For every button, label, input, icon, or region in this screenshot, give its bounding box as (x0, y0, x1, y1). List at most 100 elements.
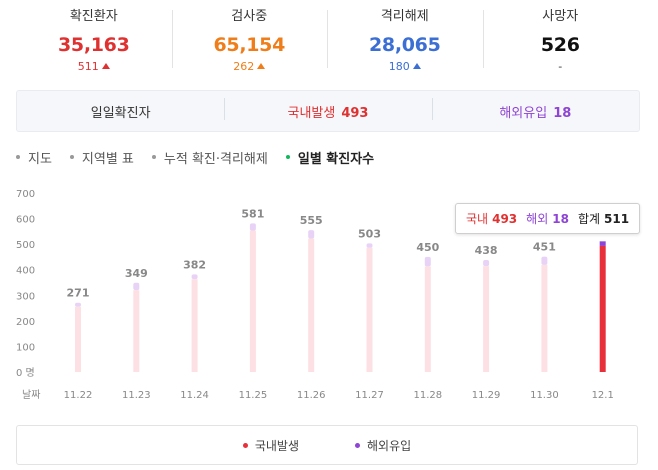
bar-domestic (599, 245, 606, 372)
stat-deaths: 사망자 526 - (482, 0, 639, 80)
tooltip-imported-value: 18 (552, 212, 569, 226)
x-tick-label: 11.26 (297, 390, 326, 401)
bar-domestic (308, 238, 315, 372)
stat-confirmed: 확진환자 35,163 511 (16, 0, 172, 80)
summary-domestic: 국내발생 493 (224, 97, 431, 121)
tab-cumulative[interactable]: 누적 확진·격리해제 (151, 148, 268, 167)
y-tick-label: 300 (16, 291, 35, 302)
bar-value-label: 450 (416, 241, 439, 254)
up-arrow-icon (412, 63, 421, 69)
imported-value: 18 (553, 105, 572, 121)
stat-delta-value: 180 (388, 60, 410, 73)
daily-summary-bar: 일일확진자 국내발생 493 해외유입 18 (16, 90, 640, 132)
stat-released: 격리해제 28,065 180 (327, 0, 483, 80)
bar-domestic (191, 279, 198, 372)
stat-label: 사망자 (542, 9, 579, 24)
bar-value-label: 451 (533, 241, 556, 254)
bar-value-label: 382 (183, 258, 206, 271)
tooltip-domestic-label: 국내 (466, 212, 489, 226)
stat-value: 526 (540, 34, 580, 56)
y-tick-label: 400 (16, 266, 35, 277)
tooltip-imported: 해외 18 (526, 210, 569, 227)
daily-confirmed-chart: 0 명 100 200 300 400 500 600 700 날짜 271 11.22 349 11.… (16, 189, 614, 401)
tab-label: 일별 확진자수 (297, 151, 375, 167)
x-tick-label: 12.1 (592, 390, 614, 401)
bar-domestic (75, 306, 81, 372)
bar-imported (541, 256, 548, 265)
bar-domestic (424, 266, 431, 372)
stat-value: 65,154 (213, 34, 286, 56)
legend-imported[interactable]: 해외유입 (355, 437, 411, 454)
y-tick-label: 500 (16, 240, 35, 251)
summary-imported: 해외유입 18 (431, 97, 639, 121)
up-arrow-icon (101, 63, 110, 69)
stat-delta: 262 (172, 60, 328, 74)
tooltip-domestic-value: 493 (492, 212, 518, 226)
tab-map[interactable]: 지도 (16, 148, 52, 167)
domestic-label: 국내발생 (287, 105, 336, 121)
tab-label: 지도 (28, 151, 52, 167)
bar-imported (366, 243, 373, 248)
stat-delta-value: 511 (77, 60, 99, 73)
stat-value: 28,065 (368, 34, 441, 56)
bar-value-label: 503 (358, 227, 381, 240)
bullet-icon (69, 155, 74, 159)
stat-label: 확진환자 (69, 9, 118, 24)
x-tick-label: 11.23 (122, 390, 151, 401)
bar-imported (308, 230, 315, 239)
daily-label: 일일확진자 (90, 105, 151, 121)
bullet-icon (151, 155, 156, 159)
x-tick-label: 11.25 (239, 390, 268, 401)
x-tick-label: 11.28 (413, 390, 442, 401)
tooltip-total: 합계 511 (578, 210, 629, 227)
bar-value-label: 438 (475, 244, 498, 257)
bar-domestic (483, 266, 490, 372)
stat-delta: 511 (16, 60, 172, 74)
stat-value: 35,163 (57, 34, 130, 56)
bar-domestic (133, 290, 140, 372)
stat-delta-value: - (558, 60, 563, 73)
tab-label: 지역별 표 (81, 151, 134, 167)
bar-domestic (366, 247, 373, 372)
x-axis-title: 날짜 (22, 389, 40, 401)
chart-tabs: 지도 지역별 표 누적 확진·격리해제 일별 확진자수 (16, 148, 392, 167)
bar-domestic (541, 264, 548, 372)
x-tick-label: 11.30 (530, 390, 559, 401)
tooltip-total-label: 합계 (577, 212, 601, 226)
stats-panel: 확진환자 35,163 511 검사중 65,154 262 격리해제 28,0… (16, 0, 638, 80)
tab-daily-confirmed[interactable]: 일별 확진자수 (285, 148, 375, 167)
domestic-value: 493 (341, 105, 369, 121)
bar-imported (599, 241, 606, 246)
y-tick-label: 700 (16, 189, 35, 200)
legend-label: 국내발생 (254, 438, 299, 453)
bar-imported (133, 282, 140, 291)
tab-region-table[interactable]: 지역별 표 (69, 148, 134, 167)
y-tick-label: 0 명 (16, 367, 35, 379)
bar-value-label: 555 (300, 214, 323, 227)
legend-domestic[interactable]: 국내발생 (242, 437, 299, 454)
bar-imported (75, 302, 81, 307)
bullet-icon (16, 155, 20, 159)
bar-value-label: 271 (67, 287, 90, 300)
imported-label: 해외유입 (499, 105, 548, 121)
stat-label: 검사중 (231, 9, 268, 24)
bar-imported (191, 274, 198, 280)
stat-label: 격리해제 (380, 9, 429, 24)
bullet-icon (285, 155, 290, 159)
bar-imported (483, 259, 490, 267)
tab-label: 누적 확진·격리해제 (163, 151, 268, 167)
legend-dot-icon (242, 442, 248, 448)
stat-testing: 검사중 65,154 262 (171, 0, 328, 80)
x-tick-label: 11.27 (355, 390, 384, 401)
stat-delta-value: 262 (233, 60, 255, 73)
legend-label: 해외유입 (367, 438, 412, 453)
x-tick-label: 11.24 (180, 390, 209, 401)
y-tick-label: 600 (16, 215, 35, 226)
tooltip-imported-label: 해외 (526, 212, 549, 226)
stat-delta: 180 (327, 60, 483, 74)
x-tick-label: 11.29 (472, 390, 501, 401)
bar-imported (424, 256, 431, 267)
tooltip-domestic: 국내 493 (466, 210, 517, 227)
bar-imported (249, 223, 256, 231)
summary-daily-label: 일일확진자 (17, 102, 224, 121)
